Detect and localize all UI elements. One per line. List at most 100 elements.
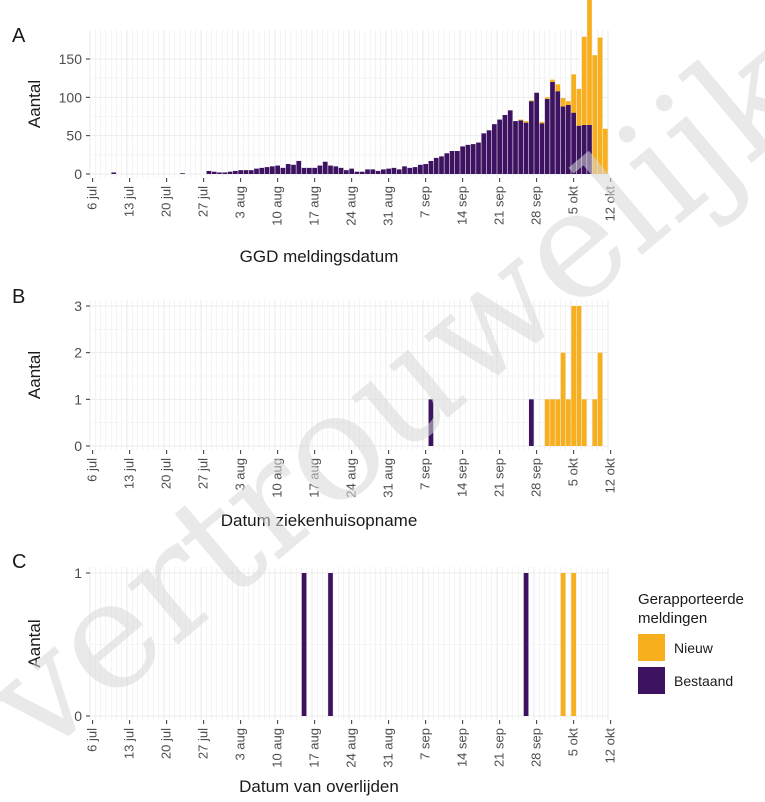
y-tick-label: 100 <box>59 89 83 105</box>
y-tick-label: 3 <box>74 298 82 314</box>
x-axis-title: Datum van overlijden <box>239 777 399 796</box>
legend: Gerapporteerde meldingen Nieuw Bestaand <box>638 590 763 694</box>
x-tick-label: 21 sep <box>492 186 507 225</box>
bar-bestaand <box>275 165 280 174</box>
x-tick-label: 31 aug <box>381 186 396 226</box>
y-tick-label: 2 <box>74 345 82 361</box>
bar-bestaand <box>111 172 117 174</box>
y-tick-label: 1 <box>74 391 82 407</box>
bar-bestaand <box>412 167 418 174</box>
bar-bestaand <box>465 144 471 174</box>
x-tick-label: 17 aug <box>307 186 322 226</box>
x-tick-label: 5 okt <box>566 728 581 757</box>
bar-bestaand <box>502 114 508 174</box>
y-tick-label: 0 <box>74 166 82 182</box>
legend-swatch-bestaand <box>638 667 665 694</box>
bar-bestaand <box>523 122 529 174</box>
bar-nieuw <box>576 88 582 126</box>
y-axis-title: Aantal <box>25 619 44 667</box>
bar-nieuw <box>560 573 566 716</box>
bar-bestaand <box>333 166 339 174</box>
bar-bestaand <box>375 170 381 174</box>
bar-bestaand <box>470 144 476 174</box>
bar-nieuw <box>592 55 598 174</box>
bar-bestaand <box>449 151 455 174</box>
bar-nieuw <box>587 0 592 125</box>
bar-bestaand <box>322 161 328 174</box>
bar-bestaand <box>576 125 582 174</box>
x-tick-label: 12 okt <box>603 186 618 222</box>
x-tick-label: 5 okt <box>566 186 581 215</box>
bar-bestaand <box>433 157 439 174</box>
x-tick-label: 28 sep <box>529 186 544 225</box>
bar-nieuw <box>539 121 545 124</box>
bar-bestaand <box>518 120 524 174</box>
bar-bestaand <box>365 169 370 174</box>
legend-item-nieuw: Nieuw <box>638 634 763 661</box>
bar-nieuw <box>544 97 550 99</box>
bar-nieuw <box>529 100 534 102</box>
bar-bestaand <box>486 130 492 174</box>
bar-bestaand <box>539 123 545 174</box>
bar-bestaand <box>338 167 344 174</box>
bar-nieuw <box>555 399 561 446</box>
bar-nieuw <box>566 399 571 446</box>
bar-bestaand <box>571 112 576 174</box>
bar-bestaand <box>370 169 376 174</box>
y-tick-label: 150 <box>59 51 83 67</box>
bar-bestaand <box>566 105 571 174</box>
bar-bestaand <box>381 169 386 174</box>
x-tick-label: 7 sep <box>418 186 433 218</box>
bar-nieuw <box>555 84 561 92</box>
bar-nieuw <box>560 352 566 446</box>
x-tick-label: 12 okt <box>603 728 618 764</box>
bar-nieuw <box>592 399 598 446</box>
bar-bestaand <box>423 164 428 174</box>
x-tick-label: 24 aug <box>344 728 359 768</box>
bar-bestaand <box>222 172 228 174</box>
x-tick-label: 14 sep <box>455 458 470 497</box>
panel-A: 0 50 100 150 6 jul 13 jul 20 jul 27 jul 3 aug 10 … <box>12 0 618 266</box>
x-tick-label: 27 jul <box>196 186 211 217</box>
legend-title-line1: Gerapporteerde <box>638 591 744 608</box>
bar-nieuw <box>560 98 566 107</box>
bar-nieuw <box>576 306 582 446</box>
legend-title-line2: meldingen <box>638 610 708 627</box>
bar-bestaand <box>560 106 566 174</box>
bar-bestaand <box>285 164 291 174</box>
bar-bestaand <box>529 101 534 174</box>
bar-bestaand <box>291 164 296 174</box>
x-tick-label: 24 aug <box>344 186 359 226</box>
bar-bestaand <box>497 119 502 174</box>
bar-nieuw <box>518 119 524 121</box>
bar-bestaand <box>444 153 450 174</box>
bar-nieuw <box>544 399 550 446</box>
x-axis-title: Datum ziekenhuisopname <box>221 511 418 530</box>
x-tick-label: 27 jul <box>196 458 211 489</box>
panel-letter: A <box>12 25 26 47</box>
x-tick-label: 6 jul <box>85 186 100 210</box>
bar-nieuw <box>581 399 587 446</box>
bar-bestaand <box>396 169 402 174</box>
bar-bestaand <box>328 573 333 716</box>
bar-bestaand <box>312 167 317 174</box>
x-tick-label: 31 aug <box>381 458 396 498</box>
bar-bestaand <box>418 164 423 174</box>
bar-bestaand <box>544 98 550 174</box>
bar-bestaand <box>359 171 365 174</box>
bar-bestaand <box>259 167 265 174</box>
bar-bestaand <box>280 167 286 174</box>
x-tick-label: 17 aug <box>307 728 322 768</box>
bar-bestaand <box>492 124 497 174</box>
panel-B: 0 1 2 3 6 jul 13 jul 20 jul 27 jul 3 aug 10 aug 17… <box>12 286 618 530</box>
x-tick-label: 24 aug <box>344 458 359 498</box>
bar-bestaand <box>391 167 397 174</box>
x-tick-label: 13 jul <box>122 728 137 759</box>
x-tick-label: 20 jul <box>159 728 174 759</box>
y-tick-label: 50 <box>66 128 82 144</box>
bar-bestaand <box>428 399 434 446</box>
bar-nieuw <box>597 37 603 175</box>
legend-label-nieuw: Nieuw <box>674 639 713 656</box>
bar-bestaand <box>476 142 481 174</box>
bar-bestaand <box>507 110 513 174</box>
